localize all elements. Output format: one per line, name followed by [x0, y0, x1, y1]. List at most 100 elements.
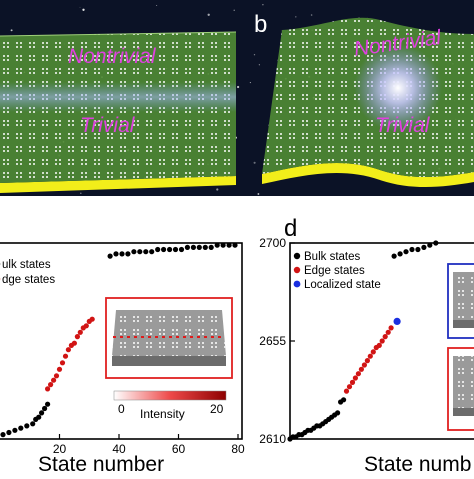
chart-c-point-bulk-states [221, 243, 226, 248]
chart-c-point-bulk-states [227, 243, 232, 248]
chart-d-point-edge-states [350, 380, 355, 385]
star [295, 16, 296, 17]
star [250, 82, 251, 83]
star [216, 188, 218, 190]
chart-d-inset-blue [448, 264, 474, 338]
chart-c-point-edge-states [51, 378, 56, 383]
chart-c-legend-bulk-label: ulk states [2, 259, 51, 271]
chart-c-point-bulk-states [209, 245, 214, 250]
chart-d-legend-bulk-marker [294, 253, 300, 259]
chart-d-x-axis-label: State numb [364, 453, 471, 474]
chart-d-point-edge-states [353, 375, 358, 380]
star [80, 7, 81, 8]
chart-c-point-edge-states [48, 382, 53, 387]
chart-c-point-bulk-states [232, 243, 237, 248]
star [259, 64, 260, 65]
star [254, 54, 255, 55]
star [80, 192, 82, 194]
chart-d-y-tick-label: 2700 [259, 236, 286, 250]
chart-d-point-edge-states [389, 325, 394, 330]
chart-c-point-bulk-states [143, 249, 148, 254]
chart-c-point-bulk-states [131, 249, 136, 254]
chart-c-x-tick-label: 60 [172, 442, 186, 456]
chart-c-point-bulk-states [197, 245, 202, 250]
chart-d-point-bulk-states [403, 249, 408, 254]
chart-d-point-bulk-states [409, 247, 414, 252]
colorbar-min-label: 0 [118, 402, 125, 416]
chart-c-point-edge-states [60, 360, 65, 365]
chart-c-point-edge-states [57, 367, 62, 372]
chart-d-point-edge-states [386, 330, 391, 335]
chart-c-point-edge-states [84, 323, 89, 328]
chart-d-point-edge-states [347, 384, 352, 389]
chart-d-panel-letter: d [284, 215, 297, 242]
star [257, 193, 259, 195]
chart-d-point-bulk-states [341, 397, 346, 402]
chart-c-x-axis-label: State number [38, 453, 164, 474]
chart-d-point-edge-states [344, 389, 349, 394]
chart-c-point-bulk-states [167, 247, 172, 252]
chart-d-point-bulk-states [427, 243, 432, 248]
chart-c-point-edge-states [78, 330, 83, 335]
chart-c-point-bulk-states [173, 247, 178, 252]
chart-c-point-bulk-states [30, 421, 35, 426]
chart-c-point-bulk-states [161, 247, 166, 252]
panel-a-nontrivial-label: Nontrivial [68, 45, 157, 68]
chart-c-point-edge-states [54, 373, 59, 378]
chart-c-point-bulk-states [36, 415, 41, 420]
chart-d-y-tick-label: 2655 [259, 334, 286, 348]
chart-d-point-edge-states [359, 367, 364, 372]
chart-c-point-bulk-states [137, 249, 142, 254]
chart-d-point-edge-states [383, 334, 388, 339]
chart-d-point-bulk-states [433, 240, 438, 245]
chart-d-legend-edge-label: Edge states [304, 265, 365, 277]
chart-d-point-edge-states [368, 354, 373, 359]
chart-c-point-edge-states [75, 334, 80, 339]
chart-c-point-bulk-states [108, 254, 113, 259]
chart-d-legend-bulk-label: Bulk states [304, 251, 360, 263]
star [82, 9, 84, 11]
star [311, 14, 313, 16]
chart-c-point-bulk-states [42, 406, 47, 411]
chart-d-point-localized-state [394, 318, 401, 325]
chart-d-point-bulk-states [392, 254, 397, 259]
star [11, 29, 13, 31]
chart-d-point-bulk-states [415, 247, 420, 252]
chart-c-point-bulk-states [45, 402, 50, 407]
chart-d-inset-red [448, 348, 474, 430]
panel-a-trivial-label: Trivial [80, 114, 136, 137]
chart-c-point-bulk-states [149, 249, 154, 254]
chart-d-point-edge-states [365, 358, 370, 363]
chart-d-point-edge-states [377, 343, 382, 348]
star [254, 162, 256, 164]
chart-c-point-bulk-states [24, 423, 29, 428]
chart-d-point-bulk-states [335, 410, 340, 415]
star [262, 4, 263, 5]
intensity-colorbar [114, 391, 226, 400]
chart-c-point-edge-states [63, 354, 68, 359]
chart-c-point-bulk-states [12, 428, 17, 433]
chart-c-x-tick-label: 80 [231, 442, 245, 456]
colorbar-label: Intensity [140, 407, 185, 421]
star [234, 10, 235, 11]
schematic-panel: Nontrivial Trivial b Nontrivial Trivial [0, 0, 474, 196]
chart-d-legend-localized-marker [294, 281, 301, 288]
chart-c-point-bulk-states [18, 426, 23, 431]
chart-c-point-edge-states [45, 386, 50, 391]
star [208, 14, 210, 16]
chart-c-point-bulk-states [185, 245, 190, 250]
chart-c-point-bulk-states [179, 247, 184, 252]
chart-c-point-bulk-states [125, 251, 130, 256]
chart-d-point-edge-states [362, 362, 367, 367]
chart-c-point-edge-states [90, 317, 95, 322]
chart-d-point-bulk-states [421, 245, 426, 250]
chart-c-point-bulk-states [113, 251, 118, 256]
star [237, 86, 239, 88]
chart-d-point-edge-states [371, 349, 376, 354]
chart-d-point-bulk-states [398, 251, 403, 256]
chart-c-legend-edge-label: dge states [2, 274, 55, 286]
chart-c-point-bulk-states [215, 243, 220, 248]
